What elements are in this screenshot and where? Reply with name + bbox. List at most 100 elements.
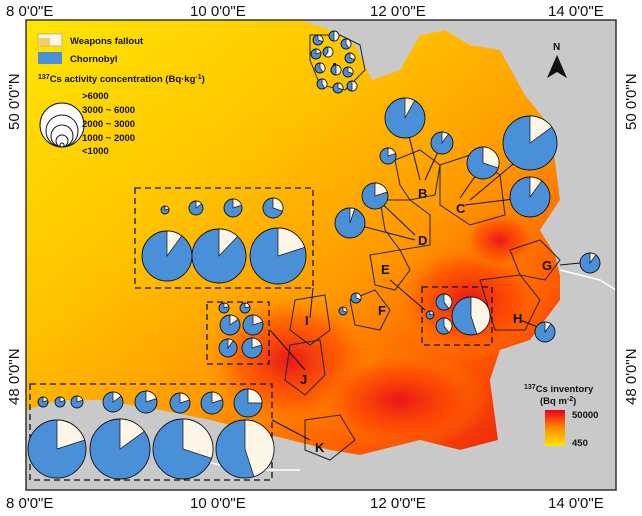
pie-marker: [249, 227, 307, 285]
pie-weapons-share: [211, 391, 223, 404]
pie-weapons-share: [277, 227, 306, 257]
map-frame: [25, 19, 617, 491]
pie-marker: [223, 198, 243, 218]
pie-weapons-share: [349, 207, 356, 224]
activity-title: 137Cs activity concentration (Bq·kg-1): [38, 74, 205, 85]
tick-right-48n: 48 0'0"N: [623, 348, 640, 405]
pie-weapons-share: [119, 418, 145, 450]
pie-weapons-share: [589, 252, 597, 265]
pie-marker: [314, 62, 326, 74]
pie-marker: [322, 46, 334, 58]
pie-weapons-share: [195, 200, 203, 209]
inventory-title: 137Cs inventory: [524, 384, 594, 395]
pie-markers: [27, 30, 601, 480]
pie-marker: [332, 82, 344, 94]
pie-weapons-share: [482, 146, 500, 169]
weapons-label: Weapons fallout: [70, 36, 144, 47]
pie-weapons-share: [315, 48, 322, 55]
tick-top-14e: 14 0'0"E: [548, 3, 604, 20]
hotspot-northeast: [460, 210, 540, 270]
class-5: <1000: [82, 146, 109, 157]
pie-weapons-share: [218, 228, 238, 257]
tick-bottom-14e: 14 0'0"E: [548, 495, 604, 512]
pie-marker: [233, 388, 263, 418]
pie-weapons-share: [232, 198, 243, 209]
tick-bottom-10e: 10 0'0"E: [190, 495, 246, 512]
region-label-e: E: [381, 262, 390, 277]
tick-left-48n: 48 0'0"N: [6, 348, 23, 405]
pie-weapons-share: [56, 419, 86, 450]
pie-weapons-share: [179, 392, 190, 404]
x-axis-ticks-bottom: 8 0'0"E 10 0'0"E 12 0'0"E 14 0'0"E: [6, 495, 604, 512]
pie-marker: [425, 310, 435, 320]
pie-marker: [310, 48, 322, 60]
pie-weapons-share: [429, 310, 435, 316]
class-2: 3000 ~ 6000: [82, 105, 135, 116]
pie-marker: [451, 296, 491, 336]
pie-weapons-share: [223, 302, 230, 309]
pie-marker: [316, 78, 328, 90]
tick-top-8e: 8 0'0"E: [6, 3, 53, 20]
y-axis-ticks-right: 50 0'0"N 48 0'0"N: [623, 73, 640, 405]
pie-weapons-share: [347, 66, 354, 74]
inset-boxes: [29, 187, 493, 481]
pie-weapons-share: [470, 296, 491, 335]
class-1: >6000: [82, 91, 109, 102]
outside-east: [420, 20, 616, 440]
pie-weapons-share: [443, 293, 453, 309]
pie-weapons-share: [229, 314, 239, 326]
inventory-min-label: 450: [572, 438, 588, 449]
pie-weapons-share: [317, 34, 324, 42]
pie-weapons-share: [272, 197, 284, 212]
pie-marker: [169, 392, 191, 414]
pie-weapons-share: [227, 338, 234, 350]
pie-weapons-share: [441, 131, 449, 145]
pie-marker: [430, 131, 454, 155]
pie-weapons-share: [252, 314, 263, 326]
pie-weapons-share: [342, 306, 348, 313]
pie-marker: [102, 391, 124, 413]
north-label: N: [553, 42, 560, 53]
pie-marker: [262, 197, 284, 219]
region-label-j: J: [300, 372, 307, 387]
pie-weapons-share: [76, 395, 84, 403]
hotspot-southeast: [310, 350, 490, 450]
pie-weapons-share: [544, 321, 552, 334]
pie-marker: [435, 317, 453, 335]
pie-weapons-share: [112, 391, 122, 403]
pie-weapons-share: [404, 97, 416, 119]
tick-bottom-12e: 12 0'0"E: [370, 495, 426, 512]
pie-marker: [54, 396, 66, 408]
tick-right-50n: 50 0'0"N: [623, 73, 640, 130]
pie-marker: [346, 80, 358, 92]
class-3: 2000 ~ 3000: [82, 119, 135, 130]
pie-weapons-share: [164, 205, 170, 211]
tick-bottom-8e: 8 0'0"E: [6, 495, 53, 512]
pie-marker: [241, 337, 263, 359]
pie-weapons-share: [247, 388, 263, 404]
pie-marker: [160, 205, 170, 215]
pie-marker: [328, 30, 340, 42]
pie-weapons-share: [529, 115, 553, 144]
pie-weapons-share: [443, 317, 453, 333]
pie-marker: [384, 97, 426, 139]
pie-marker: [188, 200, 204, 216]
pie-marker: [361, 182, 389, 210]
pie-weapons-share: [321, 78, 328, 89]
inventory-colorbar: [545, 410, 565, 446]
pie-marker: [435, 293, 453, 311]
inventory-unit: (Bq m-2): [540, 396, 576, 407]
pie-marker: [330, 64, 342, 76]
region-label-h: H: [513, 311, 522, 326]
pie-weapons-share: [355, 292, 362, 300]
pie-marker: [219, 314, 241, 336]
pie-marker: [27, 419, 87, 479]
pie-marker: [334, 207, 366, 239]
pie-marker: [338, 306, 348, 316]
inventory-legend: 137Cs inventory (Bq m-2) 50000 450: [524, 384, 598, 449]
chornobyl-label: Chornobyl: [70, 54, 118, 65]
pie-weapons-share: [244, 419, 275, 478]
district-outlines: [284, 34, 561, 461]
pie-marker: [379, 147, 397, 165]
pie-weapons-share: [374, 182, 388, 197]
